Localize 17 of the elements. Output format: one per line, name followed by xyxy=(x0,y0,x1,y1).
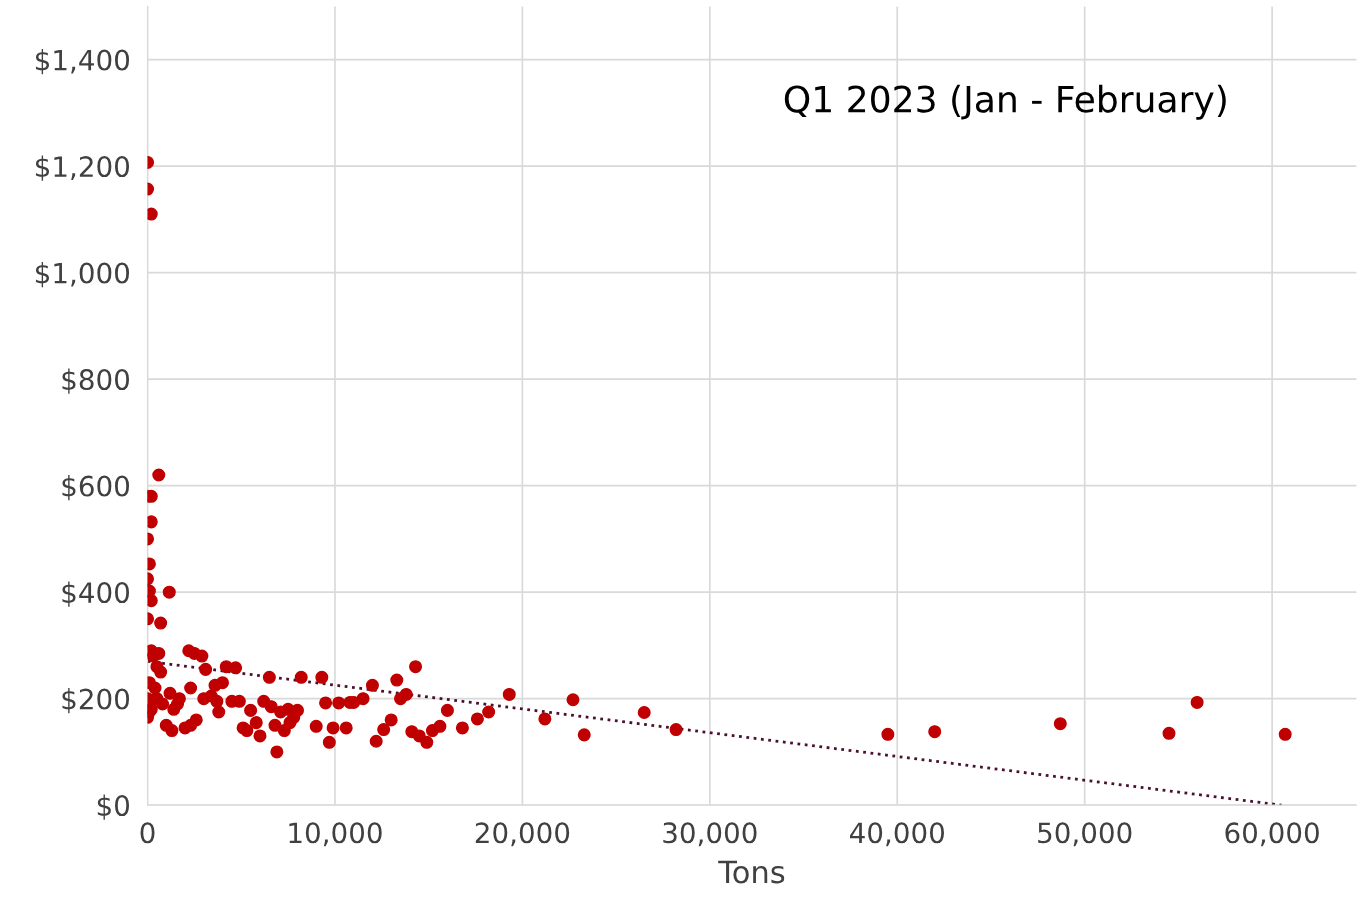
x-tick-label: 50,000 xyxy=(1038,822,1132,847)
y-tick-label: $200 xyxy=(62,688,130,714)
x-tick-label: 30,000 xyxy=(663,822,757,847)
x-tick-label: 40,000 xyxy=(850,822,944,847)
y-tick-label: $600 xyxy=(62,475,130,501)
y-tick-label: $1,200 xyxy=(35,155,130,181)
x-tick-label: 10,000 xyxy=(289,822,382,847)
x-axis-title: Tons xyxy=(718,860,785,884)
y-tick-label: $800 xyxy=(62,368,130,394)
x-tick-label: 20,000 xyxy=(475,822,570,847)
y-tick-label: $1,000 xyxy=(35,262,130,288)
y-tick-label: $0 xyxy=(97,794,130,820)
y-tick-label: $400 xyxy=(62,581,130,607)
x-tick-label: 60,000 xyxy=(1225,822,1319,847)
x-tick-label: 0 xyxy=(140,822,155,844)
y-tick-label: $1,400 xyxy=(35,49,130,75)
text: Q1 2023 (Jan - February) xyxy=(784,84,1226,120)
